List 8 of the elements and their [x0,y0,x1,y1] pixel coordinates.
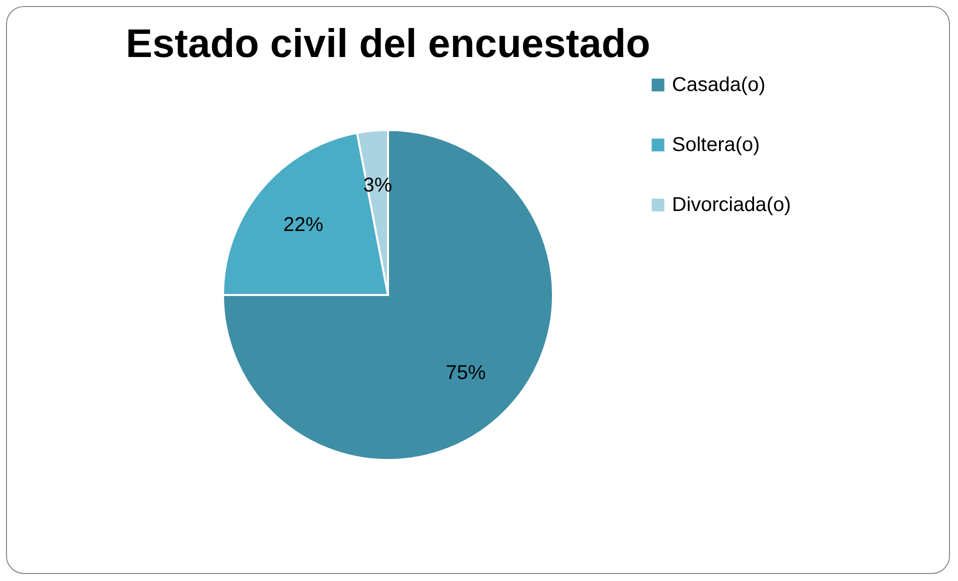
data-label: 3% [363,174,392,196]
chart-title: Estado civil del encuestado [126,22,650,66]
data-label: 75% [446,362,486,384]
legend-label: Divorciada(o) [672,194,791,216]
legend-label: Soltera(o) [672,134,760,156]
pie-slice [222,129,554,461]
data-label: 22% [283,214,324,236]
legend-label: Casada(o) [672,74,766,96]
